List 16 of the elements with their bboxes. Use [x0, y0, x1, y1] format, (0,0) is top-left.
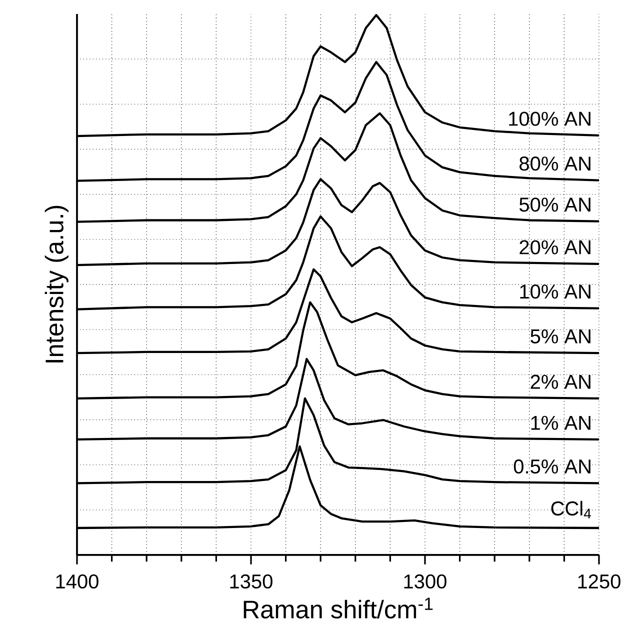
- x-tick-label: 1250: [578, 574, 621, 589]
- series-label: 10% AN: [520, 284, 591, 299]
- y-axis-title: Intensity (a.u.): [45, 206, 69, 362]
- series-label: 1% AN: [531, 416, 591, 430]
- series-label: 2% AN: [530, 374, 591, 389]
- x-tick-label: 1300: [404, 574, 447, 589]
- series-label: 20% AN: [520, 240, 591, 254]
- series-label: 80% AN: [520, 156, 591, 171]
- series-label: 50% AN: [520, 198, 591, 212]
- series-label: 5% AN: [530, 329, 591, 344]
- series-label: 100% AN: [509, 112, 591, 126]
- series-label: 0.5% AN: [514, 459, 591, 474]
- x-tick-label: 1350: [230, 574, 273, 589]
- series-label: CCl$_{4}$: [551, 500, 592, 518]
- x-tick-label: 1400: [56, 574, 99, 589]
- x-axis-title: Raman shift/cm$^{-1}$: [244, 598, 433, 618]
